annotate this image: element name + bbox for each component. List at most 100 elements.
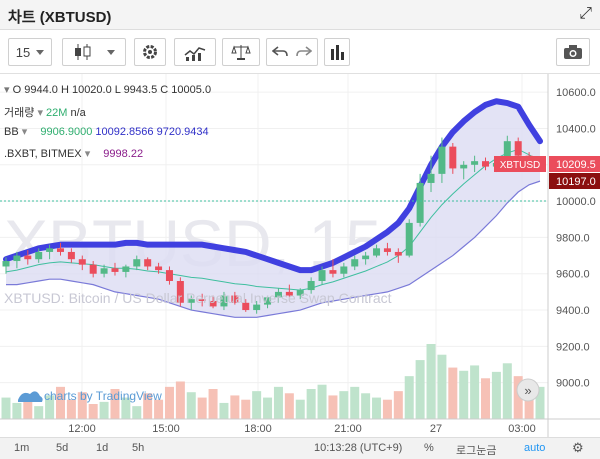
volume-bar [273,386,283,419]
candle-body [460,164,468,169]
price-tick-label: 9600.0 [556,269,590,281]
volume-bar [99,401,109,419]
time-tick-label: 27 [430,423,442,435]
time-tick-label: 15:00 [152,423,180,435]
volume-bar [132,406,142,419]
volume-bar [23,399,33,419]
volume-bar [426,344,436,419]
index-price-label: 10197.0 [556,176,596,188]
volume-bar [55,386,65,419]
volume-bar [186,392,196,419]
volume-bar [372,397,382,419]
interval-select[interactable]: 15 [8,38,52,66]
log-scale-toggle[interactable]: 로그눈금 [456,445,497,457]
interval-label: 15 [15,44,31,60]
candle-body [100,268,108,274]
window-title: 차트 (XBTUSD) [8,9,112,26]
undo-icon[interactable] [272,45,288,59]
candle-body [318,270,326,281]
price-tick-label: 9000.0 [556,378,590,390]
price-tick-label: 9200.0 [556,341,590,353]
volume-bar [513,376,523,419]
candle-body [231,295,239,303]
indicators-button[interactable] [174,38,216,66]
volume-bar [404,376,414,419]
percent-toggle[interactable]: % [424,442,434,454]
volume-bar [121,397,131,419]
volume-bar [66,399,76,419]
price-axis[interactable]: 9000.0 9200.0 9400.0 9600.0 9800.0 10000.0 102… [547,74,600,437]
volume-bar [361,393,371,419]
clock: 10:13:28 (UTC+9) [314,442,403,454]
candle-body [78,259,86,265]
volume-bar [12,402,22,419]
bb-label: BB [4,126,19,138]
chevron-down-icon [107,49,115,55]
volume-bar [175,381,185,419]
range-1d[interactable]: 1d [96,442,109,454]
range-1m[interactable]: 1m [14,442,30,454]
volume-bar [437,354,447,419]
price-tick-label: 9800.0 [556,232,590,244]
candle-body [24,255,32,260]
camera-icon [564,45,582,59]
candle-body [67,251,75,260]
window-titlebar: 차트 (XBTUSD) ⤢ [0,0,600,30]
ohlc-high-label: H [60,84,69,96]
volume-bar [77,392,87,419]
price-tick-label: 10400.0 [556,123,596,135]
volume-extra: n/a [70,107,86,119]
volume-bar [350,386,360,419]
candle-body [56,248,64,252]
data-window-button[interactable] [324,38,350,66]
chart-style-button[interactable] [62,38,126,66]
bb-lower-value: 9720.9434 [156,126,209,138]
volume-label: 거래량 [4,107,35,119]
volume-bar [491,371,501,419]
volume-bar [263,397,273,419]
candle-body [122,266,130,272]
settings-button[interactable] [134,38,166,66]
time-axis[interactable]: 12:00 15:00 18:00 21:00 27 03:00 [0,418,600,435]
volume-bar [284,393,294,419]
volume-legend: 거래량 ▾ 22M n/a [4,107,86,119]
price-chart[interactable]: XBTUSD, 15 XBTUSD: Bitcoin / US Dollar P… [0,74,600,437]
compare-button[interactable] [222,38,260,66]
volume-bar [34,406,44,419]
bb-upper-value: 10092.8566 [95,126,154,138]
ohlc-open-label: O [12,84,22,96]
collapse-legend-icon[interactable]: ▾ [4,84,10,96]
candle-body [264,297,272,305]
candle-body [449,146,457,169]
bb-legend: BB ▾ 9906.9000 10092.8566 9720.9434 [4,126,209,138]
range-5h[interactable]: 5h [132,442,145,454]
tradingview-branding[interactable]: charts by TradingView [18,389,162,403]
redo-icon[interactable] [296,45,312,59]
range-5d[interactable]: 5d [56,442,69,454]
volume-bar [88,404,98,419]
bb-upper-line [3,98,543,274]
volume-bar [339,391,349,419]
price-tick-label: 10600.0 [556,87,596,99]
time-tick-label: 21:00 [334,423,362,435]
candle-body [165,270,173,281]
volume-value: 22M [46,107,68,119]
candle-body [438,146,446,174]
volume-bar [154,399,164,419]
expand-icon[interactable]: ⤢ [579,5,592,22]
bxbt-value: 9998.22 [103,148,144,160]
scroll-to-realtime-button[interactable]: » [516,378,540,402]
auto-scale-toggle[interactable]: auto [524,442,546,454]
candle-body [394,251,402,256]
volume-bar [252,391,262,419]
gear-icon[interactable]: ⚙ [572,440,584,455]
volume-bar [219,402,229,419]
volume-bar [143,393,153,419]
screenshot-button[interactable] [556,38,590,66]
index-price-tag: 10197.0 [549,173,600,189]
ohlc-high: 10020.0 [71,84,112,96]
candle-body [383,248,391,252]
candle-body [133,259,141,267]
candles-icon [75,44,91,60]
volume-bar [306,389,316,419]
